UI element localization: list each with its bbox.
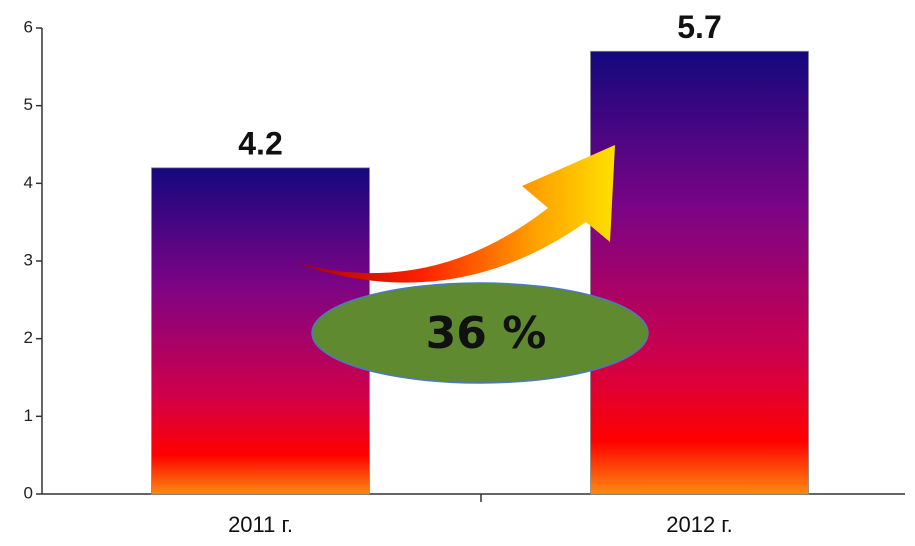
x-tick-label: 2011 г. <box>228 512 293 537</box>
y-tick-label: 2 <box>24 328 33 347</box>
y-tick-label: 1 <box>24 406 33 425</box>
y-tick-label: 4 <box>24 173 33 192</box>
y-tick-label: 5 <box>24 95 33 114</box>
plot: 0 1 2 3 4 5 6 2011 г. 4.2 2012 г. 5.7 <box>24 9 905 537</box>
value-label: 4.2 <box>238 125 282 161</box>
y-tick-label: 0 <box>24 483 33 502</box>
value-label: 5.7 <box>677 9 721 45</box>
y-tick-label: 3 <box>24 250 33 269</box>
annotation-ellipse <box>311 282 649 384</box>
y-tick-label: 6 <box>24 17 33 36</box>
bar <box>590 50 809 495</box>
x-tick-label: 2012 г. <box>666 512 733 537</box>
growth-arrow <box>293 145 615 283</box>
annotation: 36 % <box>426 308 547 359</box>
